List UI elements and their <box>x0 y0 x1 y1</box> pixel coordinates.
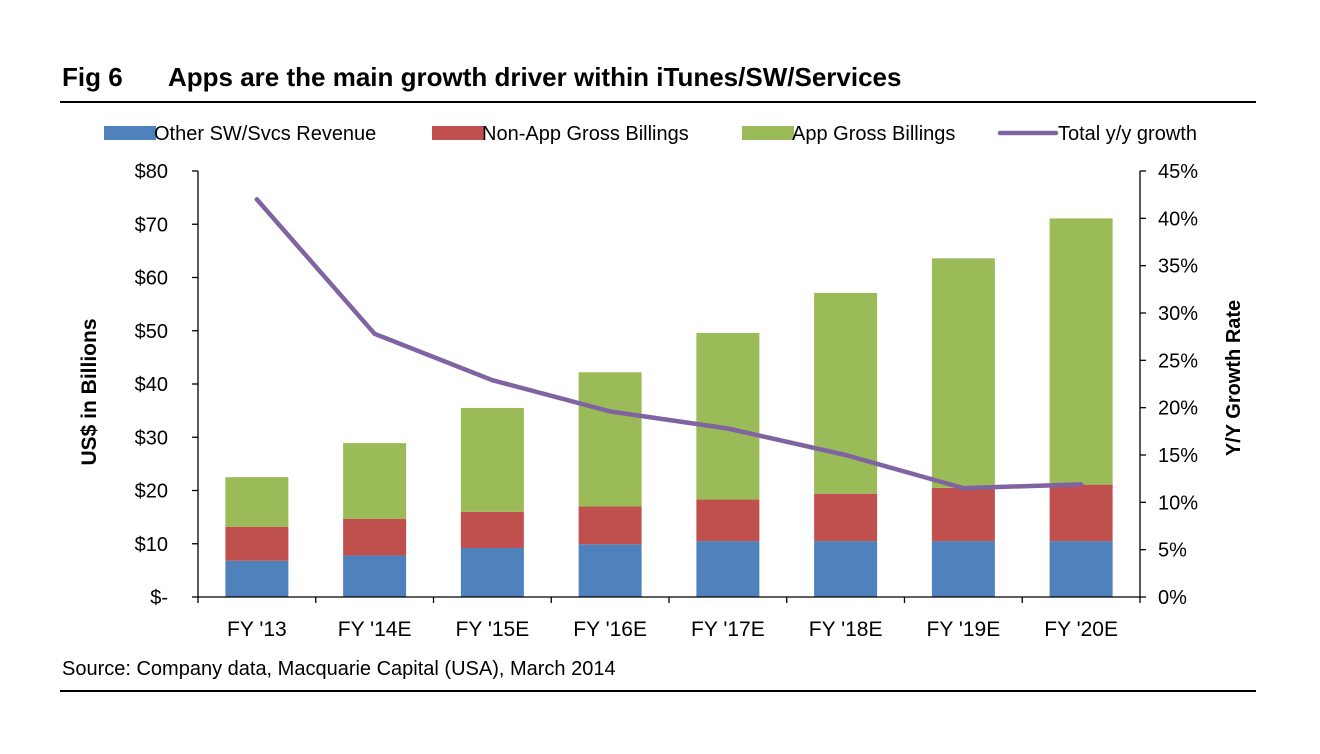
bar-non-app-4 <box>696 500 759 542</box>
bars <box>225 218 1112 597</box>
bar-other-1 <box>343 555 406 597</box>
y-tick-label-left-5: $50 <box>135 321 168 343</box>
bar-app-6 <box>932 258 995 488</box>
growth-point-4 <box>726 426 730 430</box>
x-tick-label-3: FY '16E <box>573 618 647 641</box>
y-tick-label-left-0: $- <box>150 587 168 609</box>
x-tick-label-6: FY '19E <box>927 618 1001 641</box>
growth-point-6 <box>961 486 965 490</box>
bar-other-2 <box>461 548 524 597</box>
bar-app-5 <box>814 293 877 494</box>
bar-app-2 <box>461 408 524 512</box>
x-tick-label-4: FY '17E <box>691 618 765 641</box>
legend-label-3: Total y/y growth <box>1058 123 1197 145</box>
legend-swatch-0 <box>104 126 156 140</box>
y-tick-label-right-8: 40% <box>1158 208 1198 230</box>
y-tick-label-left-8: $80 <box>135 161 168 183</box>
x-tick-label-7: FY '20E <box>1044 618 1118 641</box>
bar-other-4 <box>696 541 759 597</box>
legend-swatch-1 <box>432 126 484 140</box>
legend-label-1: Non-App Gross Billings <box>482 123 689 145</box>
y-tick-label-left-6: $60 <box>135 268 168 290</box>
y-tick-label-right-2: 10% <box>1158 492 1198 514</box>
y-axis-label-right: Y/Y Growth Rate <box>1223 300 1245 456</box>
bar-app-1 <box>343 443 406 519</box>
y-axis-label-left: US$ in Billions <box>78 318 101 465</box>
y-tick-label-left-7: $70 <box>135 214 168 236</box>
bar-other-6 <box>932 541 995 597</box>
bar-other-0 <box>225 561 288 597</box>
y-tick-label-right-0: 0% <box>1158 587 1187 609</box>
y-tick-label-right-3: 15% <box>1158 445 1198 467</box>
y-tick-label-left-1: $10 <box>135 534 168 556</box>
legend-label-2: App Gross Billings <box>792 123 955 145</box>
bar-app-3 <box>579 372 642 506</box>
bar-other-3 <box>579 544 642 597</box>
legend-label-0: Other SW/Svcs Revenue <box>154 123 376 145</box>
bar-other-7 <box>1050 541 1113 597</box>
x-tick-label-2: FY '15E <box>456 618 530 641</box>
x-tick-label-0: FY '13 <box>227 618 287 641</box>
x-tick-label-5: FY '18E <box>809 618 883 641</box>
bar-non-app-1 <box>343 519 406 556</box>
bar-non-app-2 <box>461 512 524 548</box>
legend-swatch-2 <box>742 126 794 140</box>
growth-point-0 <box>255 197 259 201</box>
y-tick-label-right-6: 30% <box>1158 303 1198 325</box>
bar-non-app-7 <box>1050 485 1113 541</box>
growth-point-2 <box>490 378 494 382</box>
axes: $- $10 $20 $30 $40 $50 $60 $70 $80 0% 5% 10% 15% 20% 2… <box>135 161 1199 641</box>
y-tick-label-left-2: $20 <box>135 481 168 503</box>
bar-non-app-6 <box>932 488 995 541</box>
bar-app-7 <box>1050 218 1113 484</box>
growth-point-5 <box>843 453 847 457</box>
bar-other-5 <box>814 541 877 597</box>
y-tick-label-left-3: $30 <box>135 427 168 449</box>
bottom-rule <box>60 690 1256 692</box>
bar-non-app-3 <box>579 506 642 544</box>
source-note: Source: Company data, Macquarie Capital … <box>62 658 616 681</box>
bar-app-0 <box>225 477 288 527</box>
growth-point-1 <box>372 332 376 336</box>
y-tick-label-right-5: 25% <box>1158 350 1198 372</box>
bar-app-4 <box>696 333 759 500</box>
bar-non-app-5 <box>814 494 877 541</box>
y-tick-label-left-4: $40 <box>135 374 168 396</box>
growth-point-3 <box>608 409 612 413</box>
legend: Other SW/Svcs Revenue Non-App Gross Billi… <box>104 123 1197 145</box>
y-tick-label-right-1: 5% <box>1158 540 1187 562</box>
growth-point-7 <box>1079 482 1083 486</box>
y-tick-label-right-7: 35% <box>1158 256 1198 278</box>
chart: Other SW/Svcs Revenue Non-App Gross Billi… <box>0 0 1320 754</box>
bar-non-app-0 <box>225 527 288 561</box>
y-tick-label-right-4: 20% <box>1158 398 1198 420</box>
y-tick-label-right-9: 45% <box>1158 161 1198 183</box>
x-tick-label-1: FY '14E <box>338 618 412 641</box>
